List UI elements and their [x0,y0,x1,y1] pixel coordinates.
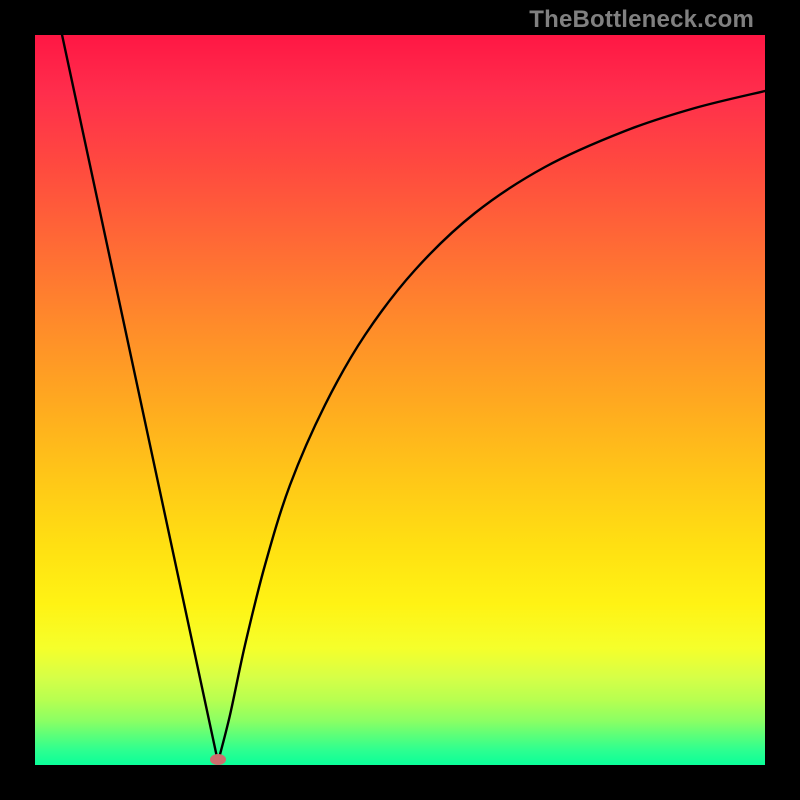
chart-frame: TheBottleneck.com [0,0,800,800]
plot-area [35,35,765,765]
curve-path [61,35,765,762]
watermark-text: TheBottleneck.com [529,6,754,34]
bottleneck-curve [35,35,765,765]
minimum-marker [210,754,226,765]
